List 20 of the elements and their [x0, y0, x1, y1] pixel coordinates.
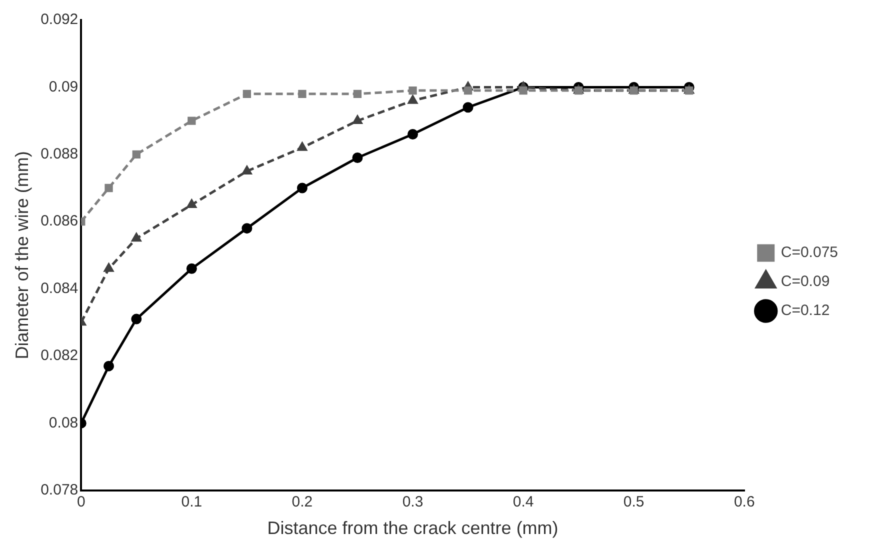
y-tick-label: 0.086 [40, 212, 78, 230]
legend-label: C=0.12 [780, 302, 830, 320]
y-axis-title: Diameter of the wire (mm) [12, 151, 32, 360]
x-tick-label: 0.6 [734, 494, 755, 511]
x-tick-label: 0.3 [402, 494, 424, 511]
x-tick-label: 0.1 [181, 494, 202, 511]
x-tick-label: 0.2 [292, 494, 313, 511]
y-tick-label: 0.078 [40, 482, 78, 499]
x-axis-title: Distance from the crack centre (mm) [267, 518, 558, 538]
y-tick-label: 0.08 [48, 414, 78, 432]
y-tick-label: 0.092 [40, 11, 78, 28]
x-tick-label: 0.5 [623, 494, 644, 511]
y-tick-label: 0.082 [40, 347, 78, 364]
y-tick-label: 0.088 [40, 146, 78, 163]
y-tick-label: 0.084 [40, 280, 78, 297]
legend-label: C=0.09 [780, 273, 830, 290]
x-tick-label: 0.4 [512, 494, 534, 511]
legend-label: C=0.075 [780, 244, 838, 262]
y-tick-label: 0.09 [48, 78, 78, 96]
x-tick-label: 0 [76, 494, 86, 511]
